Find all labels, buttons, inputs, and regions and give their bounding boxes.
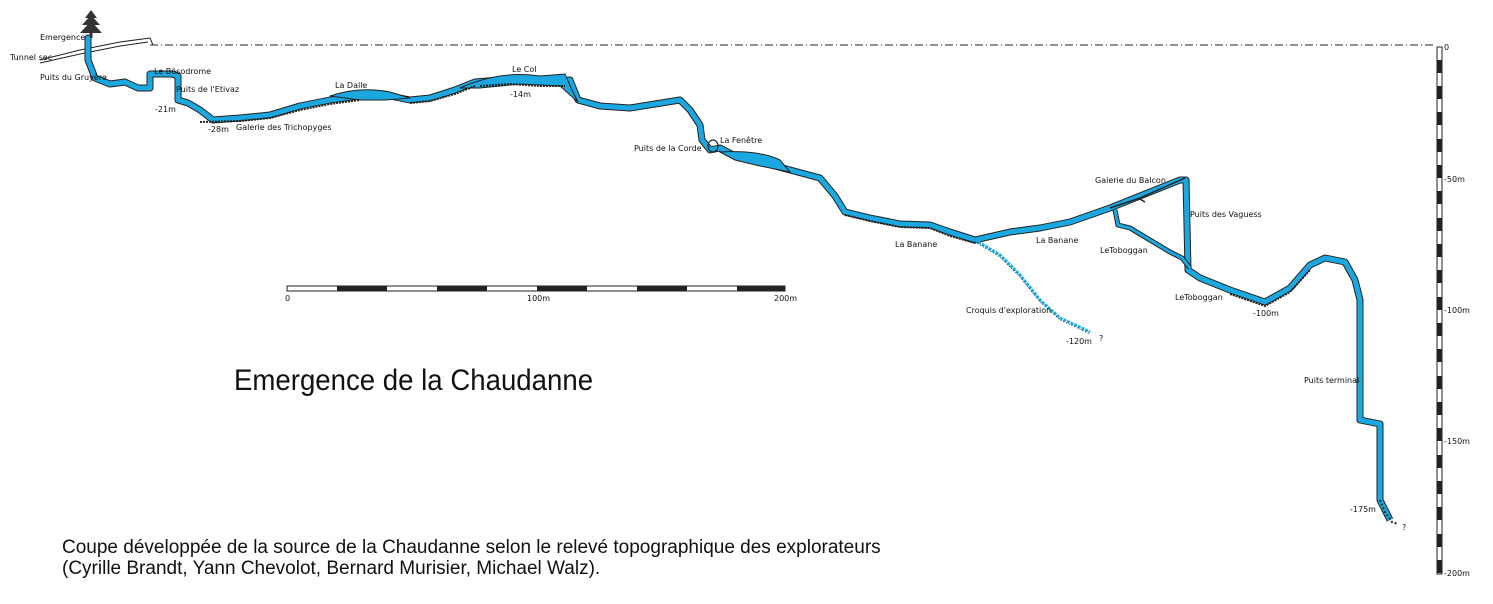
label-emergence: Emergence [40,33,85,42]
label-la-banane-2: La Banane [1036,236,1078,245]
tunnel-sec-passage [39,37,154,64]
caption-line-2: (Cyrille Brandt, Yann Chevolot, Bernard … [62,558,601,579]
balcon-conduit [974,176,1399,525]
croquis-exploration-branch [974,238,1091,334]
depth-tick-100: -100m [1444,306,1470,315]
label-tunnel-sec: Tunnel sec [9,53,52,62]
label-puits-gruyere: Puits du Gruyère [40,72,107,82]
label-la-dalle: La Dalle [335,81,367,90]
label-le-toboggan-2: LeToboggan [1175,293,1223,302]
label-la-banane-1: La Banane [895,240,937,249]
diagram-title: Emergence de la Chaudanne [234,364,594,397]
cave-labels: Emergence Tunnel sec Puits du Gruyère Le… [9,33,1406,532]
label-depth-175: -175m [1350,505,1376,514]
main-conduit [84,34,979,244]
depth-tick-200: -200m [1444,569,1470,578]
label-depth-14: -14m [510,90,531,99]
scale-tick-200: 200m [774,294,797,303]
label-depth-21: -21m [155,105,176,114]
depth-tick-150: -150m [1444,437,1470,446]
label-depth-100: -100m [1253,309,1279,318]
label-depth-120: -120m [1066,337,1092,346]
label-galerie-balcon: Galerie du Balcon [1095,176,1166,185]
depth-tick-50: -50m [1444,175,1465,184]
scale-tick-100: 100m [527,294,550,303]
le-col-chamber [459,73,579,103]
label-puits-vaguess: Puits des Vaguess [1190,210,1262,219]
depth-tick-0: 0 [1444,43,1449,52]
rock-floor-texture [199,82,976,244]
horizontal-scale-bar: 0 100m 200m [285,285,797,303]
fenetre-loop [707,139,719,153]
la-dalle-chamber [329,89,411,101]
label-puits-etivaz: Puits de l'Etivaz [176,85,239,94]
caption-line-1: Coupe développée de la source de la Chau… [62,537,881,558]
diagram-caption: Coupe développée de la source de la Chau… [62,537,881,579]
label-la-fenetre: La Fenêtre [720,135,762,145]
fenetre-chamber [718,151,792,173]
label-bosodrome: Le Bösodrome [154,67,211,76]
label-croquis: Croquis d'exploration [966,306,1051,315]
label-puits-corde: Puits de la Corde [634,144,702,153]
label-depth-28: -28m [208,125,229,134]
label-puits-terminal: Puits terminal [1304,376,1359,385]
scale-tick-0: 0 [285,294,290,303]
label-le-toboggan-1: LeToboggan [1100,246,1148,255]
label-question-1: ? [1099,334,1103,343]
label-question-2: ? [1402,523,1406,532]
tree-icon [80,10,102,38]
label-le-col: Le Col [512,65,536,74]
label-galerie-trichopyges: Galerie des Trichopyges [236,123,332,132]
depth-scale-bar: 0 -50m -100m -150m -200m [1436,43,1470,578]
